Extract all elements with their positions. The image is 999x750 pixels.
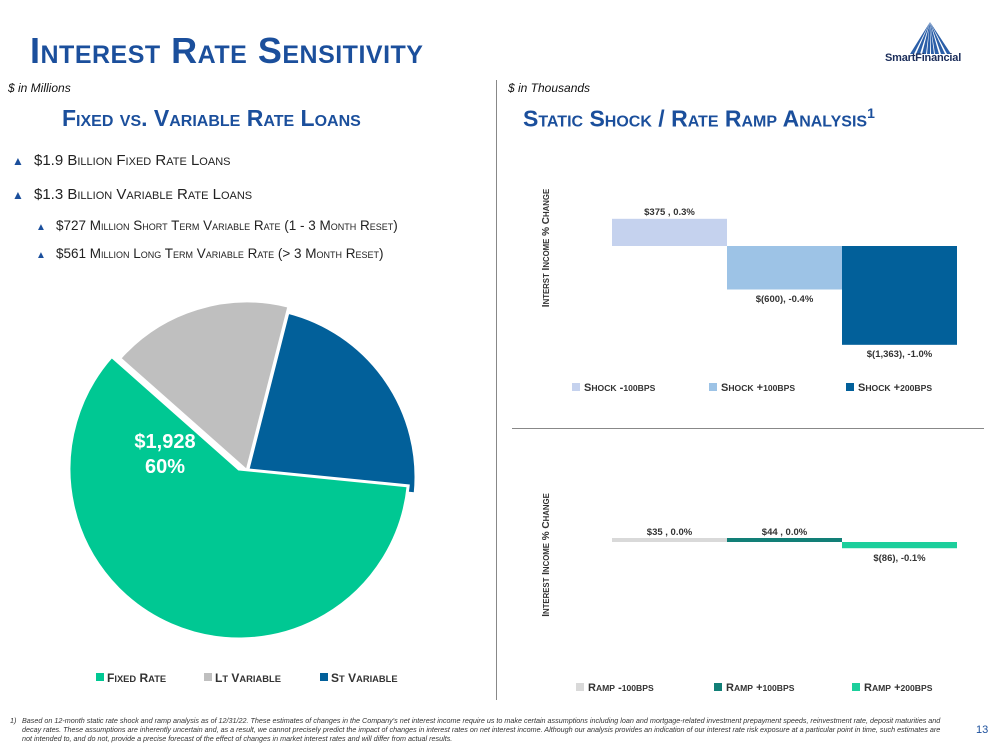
sub-bullet-long-term: ▲ $561 Million Long Term Variable Rate (>… bbox=[36, 246, 384, 261]
y-axis-label: INTERST INCOME % CHANGE bbox=[541, 189, 552, 307]
legend-label-shock-200bps: SHOCK +200BPS bbox=[858, 382, 932, 394]
legend-swatch-st-variable bbox=[320, 673, 328, 681]
legend-swatch-ramp-100bps bbox=[714, 683, 722, 691]
legend-label-ramp-200bps: RAMP +200BPS bbox=[864, 682, 933, 694]
bullet-text: $561 Million Long Term Variable Rate (> … bbox=[56, 246, 384, 261]
bar-data-label: $375 , 0.3% bbox=[644, 207, 695, 218]
sub-bullet-short-term: ▲ $727 Million Short Term Variable Rate (… bbox=[36, 218, 398, 233]
triangle-bullet-icon: ▲ bbox=[36, 250, 46, 261]
bar-ramp-100bps bbox=[612, 538, 727, 542]
horizontal-divider bbox=[512, 428, 984, 429]
legend-swatch-shock-100bps bbox=[709, 383, 717, 391]
footnote: 1) Based on 12-month static rate shock a… bbox=[10, 716, 950, 743]
legend-swatch-fixed-rate bbox=[96, 673, 104, 681]
bullet-text: $1.9 Billion Fixed Rate Loans bbox=[34, 152, 231, 169]
legend-swatch-lt-variable bbox=[204, 673, 212, 681]
right-section-title: Static Shock / Rate Ramp Analysis1 bbox=[523, 105, 875, 133]
legend-swatch-ramp-200bps bbox=[852, 683, 860, 691]
right-section-title-text: Static Shock / Rate Ramp Analysis bbox=[523, 105, 868, 132]
footnote-marker: 1 bbox=[867, 105, 875, 121]
pie-slice-lt-variable bbox=[117, 299, 291, 474]
right-unit-label: $ in Thousands bbox=[508, 81, 591, 95]
bar-shock-100bps bbox=[612, 218, 727, 246]
pie-slice-st-variable bbox=[244, 310, 418, 496]
left-section-title: Fixed vs. Variable Rate Loans bbox=[62, 105, 361, 131]
bar-data-label: $(86), -0.1% bbox=[873, 553, 926, 564]
triangle-bullet-icon: ▲ bbox=[12, 154, 24, 168]
legend-label-ramp-100bps: RAMP -100BPS bbox=[588, 682, 654, 694]
legend-label-shock-100bps: SHOCK +100BPS bbox=[721, 382, 795, 394]
legend-swatch-shock-200bps bbox=[846, 383, 854, 391]
bar-data-label: $(600), -0.4% bbox=[756, 294, 814, 305]
legend-swatch-shock-100bps bbox=[572, 383, 580, 391]
y-axis-label: INTEREST INCOME % CHANGE bbox=[541, 493, 552, 617]
vertical-divider bbox=[496, 80, 497, 700]
pie-slice-fixed-rate bbox=[67, 354, 410, 641]
legend-label-shock-100bps: SHOCK -100BPS bbox=[584, 382, 656, 394]
logo-text: SmartFinancial bbox=[885, 52, 962, 64]
legend-label-lt-variable: LT VARIABLE bbox=[215, 671, 281, 685]
triangle-bullet-icon: ▲ bbox=[12, 188, 24, 202]
bullet-text: $1.3 Billion Variable Rate Loans bbox=[34, 186, 253, 203]
left-unit-label: $ in Millions bbox=[8, 81, 71, 95]
pie-value-label: $1,928 bbox=[134, 431, 195, 453]
page-number: 13 bbox=[976, 724, 989, 736]
legend-label-st-variable: ST VARIABLE bbox=[331, 671, 398, 685]
bullet-fixed-loans: ▲ $1.9 Billion Fixed Rate Loans bbox=[12, 152, 230, 169]
legend-label-ramp-100bps: RAMP +100BPS bbox=[726, 682, 795, 694]
bar-shock-100bps bbox=[727, 246, 842, 290]
footnote-number: 1) bbox=[10, 716, 17, 725]
pie-pct-label: 60% bbox=[145, 456, 185, 478]
bullet-variable-loans: ▲ $1.3 Billion Variable Rate Loans bbox=[12, 186, 252, 203]
bar-ramp-100bps bbox=[727, 538, 842, 542]
bar-ramp-200bps bbox=[842, 542, 957, 549]
page-title: Interest Rate Sensitivity bbox=[30, 30, 424, 71]
bar-data-label: $35 , 0.0% bbox=[647, 527, 693, 538]
footnote-text: Based on 12-month static rate shock and … bbox=[22, 716, 941, 743]
bar-data-label: $44 , 0.0% bbox=[762, 527, 808, 538]
triangle-bullet-icon: ▲ bbox=[36, 222, 46, 233]
smartfinancial-logo-icon bbox=[910, 22, 951, 54]
legend-swatch-ramp-100bps bbox=[576, 683, 584, 691]
bar-data-label: $(1,363), -1.0% bbox=[867, 349, 933, 360]
bullet-text: $727 Million Short Term Variable Rate (1… bbox=[56, 218, 398, 233]
bar-shock-200bps bbox=[842, 246, 957, 345]
legend-label-fixed-rate: FIXED RATE bbox=[107, 671, 166, 685]
